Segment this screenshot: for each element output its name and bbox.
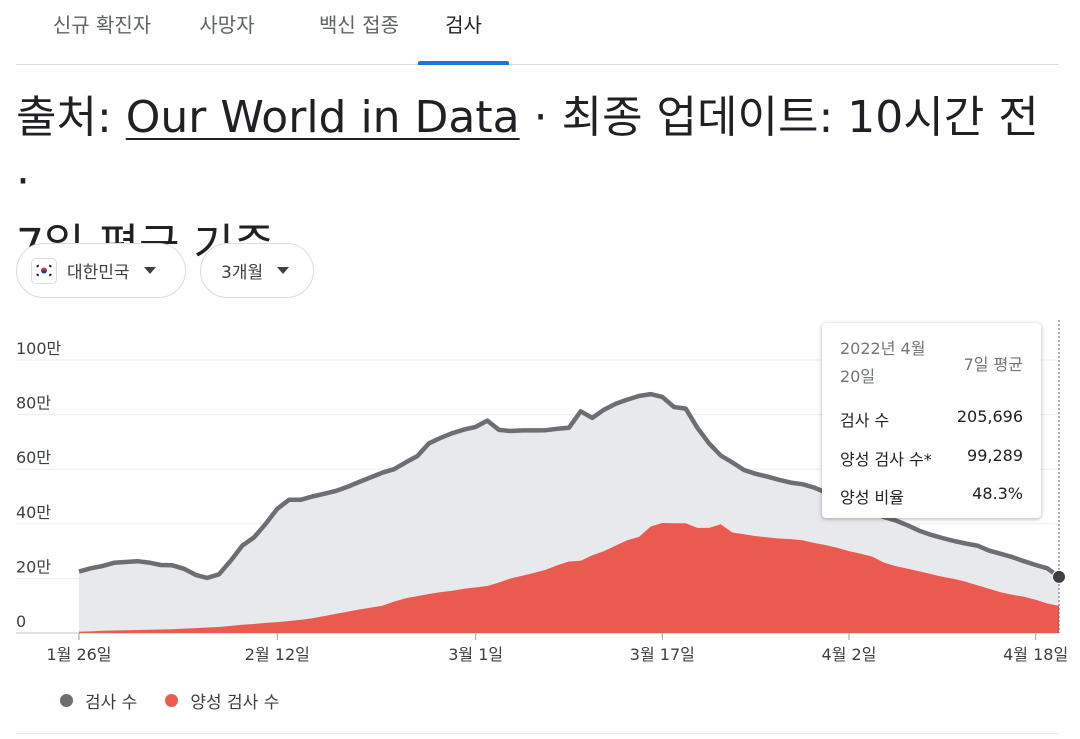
legend-dot-icon xyxy=(165,694,179,707)
legend-dot-icon xyxy=(60,694,73,707)
chart-legend: 검사 수 양성 검사 수 xyxy=(60,688,307,713)
x-tick-label: 4월 18일 xyxy=(1003,645,1068,664)
tooltip-average-label: 7일 평균 xyxy=(963,355,1023,374)
tab-vaccinations[interactable]: 백신 접종 xyxy=(298,0,420,64)
region-selector[interactable]: 대한민국 xyxy=(16,243,186,298)
source-prefix: 출처: xyxy=(16,92,126,143)
x-tick-label: 1월 26일 xyxy=(46,645,111,664)
y-tick-label: 0 xyxy=(16,612,26,631)
tooltip-row-value: 205,696 xyxy=(956,407,1023,426)
tooltip-row-label: 양성 비율 xyxy=(840,488,904,507)
region-label: 대한민국 xyxy=(67,263,130,283)
y-tick-label: 80만 xyxy=(16,394,51,413)
range-selector[interactable]: 3개월 xyxy=(200,243,314,298)
tooltip-row-value: 99,289 xyxy=(967,446,1023,465)
tooltip-date: 2022년 4월 20일 xyxy=(840,339,926,386)
y-tick-label: 60만 xyxy=(16,448,51,467)
testing-chart[interactable]: 0 20만 40만 60만 80만 100만 1월 26일 2월 12일 3월 1일 3월 17일… xyxy=(0,320,1080,670)
tooltip-row-value: 48.3% xyxy=(972,484,1023,503)
chart-tooltip: 2022년 4월 20일 7일 평균 검사 수 205,696 양성 검사 수*… xyxy=(822,323,1041,518)
tooltip-row-label: 양성 검사 수* xyxy=(840,450,932,469)
update-info: · 최종 업데이트: 10시간 전 · xyxy=(16,92,1039,207)
tab-deaths-label: 사망자 xyxy=(199,13,255,37)
chevron-down-icon xyxy=(277,267,290,274)
legend-item-positive: 양성 검사 수 xyxy=(165,688,279,713)
x-tick-label: 3월 1일 xyxy=(448,645,503,664)
divider xyxy=(16,733,1059,734)
y-tick-label: 100만 xyxy=(16,339,62,358)
tab-new-cases-label: 신규 확진자 xyxy=(52,13,152,37)
tooltip-row-tests: 검사 수 205,696 xyxy=(840,407,1023,431)
y-tick-label: 40만 xyxy=(16,503,51,522)
x-tick-label: 2월 12일 xyxy=(245,645,310,664)
tooltip-row-rate: 양성 비율 48.3% xyxy=(840,484,1023,508)
active-tab-indicator xyxy=(418,61,509,65)
y-tick-label: 20만 xyxy=(16,557,51,576)
tab-new-cases[interactable]: 신규 확진자 xyxy=(26,0,178,64)
tab-deaths[interactable]: 사망자 xyxy=(186,0,268,64)
tests-line xyxy=(78,391,1061,581)
tab-bar: 신규 확진자 사망자 백신 접종 검사 xyxy=(16,0,1059,65)
x-tick-label: 3월 17일 xyxy=(630,645,695,664)
range-label: 3개월 xyxy=(221,263,264,283)
tab-testing-label: 검사 xyxy=(445,13,482,37)
legend-item-tests: 검사 수 xyxy=(60,688,137,713)
legend-label: 양성 검사 수 xyxy=(190,693,280,713)
chevron-down-icon xyxy=(143,267,156,274)
hover-point xyxy=(1052,569,1066,584)
legend-label: 검사 수 xyxy=(85,693,138,713)
tab-testing[interactable]: 검사 xyxy=(418,0,509,65)
x-tick-label: 4월 2일 xyxy=(822,645,877,664)
source-link[interactable]: Our World in Data xyxy=(125,92,520,143)
tab-vaccinations-label: 백신 접종 xyxy=(319,13,399,37)
tooltip-row-positive: 양성 검사 수* 99,289 xyxy=(840,446,1023,470)
korea-flag-icon xyxy=(31,257,57,284)
positive-tests-area xyxy=(79,523,1059,633)
tooltip-row-label: 검사 수 xyxy=(840,411,890,430)
